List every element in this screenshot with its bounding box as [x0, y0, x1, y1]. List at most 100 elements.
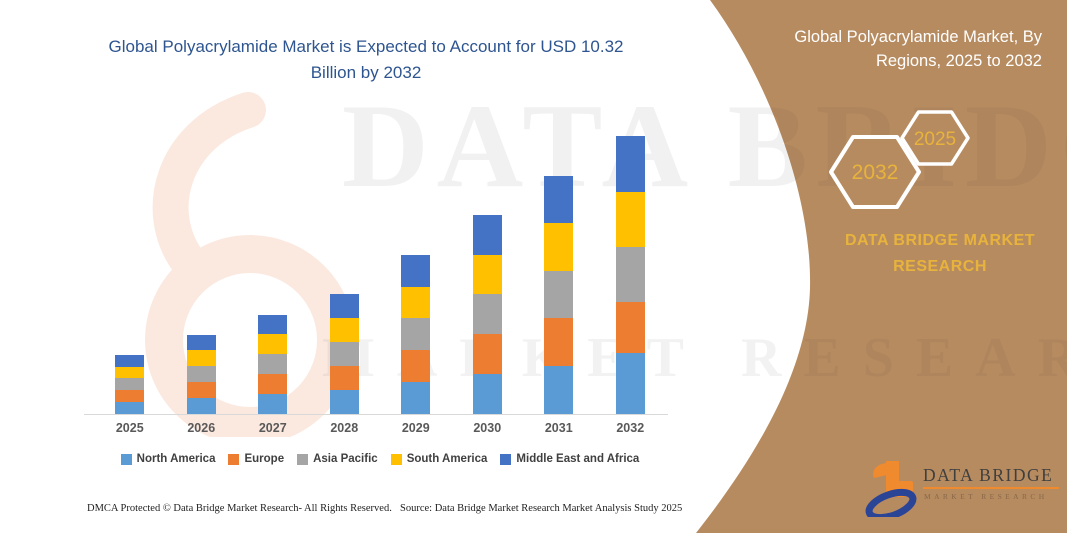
panel-brand-line1: DATA BRIDGE MARKET	[844, 232, 1036, 249]
footer-source-text: Source: Data Bridge Market Research Mark…	[400, 503, 683, 514]
legend-swatch	[500, 453, 512, 465]
bar-segment	[186, 334, 216, 351]
bar-segment	[115, 366, 145, 379]
bar-segment	[401, 350, 431, 382]
bar-segment	[544, 223, 574, 271]
bar-segment	[401, 286, 431, 319]
logo-wordmark: DATA BRIDGE	[923, 465, 1054, 485]
hexagon-2025-outline	[900, 110, 970, 166]
x-axis-tick-label: 2031	[544, 421, 573, 435]
forecast-hexagons: 2032 2025	[829, 110, 970, 209]
bar-column-2028	[309, 120, 381, 414]
x-axis-tick-label: 2028	[330, 421, 359, 435]
footer-dmca-text: DMCA Protected © Data Bridge Market Rese…	[87, 503, 392, 514]
bar-segment	[258, 373, 288, 394]
watermark-text-row2: MARKET RESEARCH	[322, 327, 1067, 389]
bar-segment	[615, 136, 645, 192]
bar-column-2031	[523, 120, 595, 414]
hexagon-2032-year: 2032	[852, 161, 899, 184]
bar-segment	[329, 365, 359, 390]
bar-segment	[615, 191, 645, 248]
bar-segment	[258, 314, 288, 335]
legend-swatch	[228, 453, 240, 465]
bar-column-2026	[166, 120, 238, 414]
bar-column-2027	[237, 120, 309, 414]
bar-segment	[115, 378, 145, 391]
x-axis-tick-label: 2026	[187, 421, 216, 435]
legend-swatch	[297, 453, 309, 465]
legend-swatch	[120, 453, 132, 465]
bar-segment	[115, 401, 145, 414]
legend-label: Middle East and Africa	[516, 453, 640, 465]
bar-segment	[472, 215, 502, 255]
bar-segment	[329, 389, 359, 414]
legend-label: North America	[136, 453, 216, 465]
legend-label: South America	[406, 453, 488, 465]
panel-heading: Global Polyacrylamide Market, By Regions…	[794, 28, 1042, 70]
bar-segment	[401, 381, 431, 414]
stacked-bar-2026	[186, 334, 216, 414]
bar-segment	[258, 393, 288, 414]
bar-segment	[115, 354, 145, 367]
stacked-bar-2027	[258, 314, 288, 414]
x-axis-tick-label: 2030	[473, 421, 502, 435]
bar-segment	[472, 373, 502, 414]
data-bridge-logo-icon	[865, 461, 917, 517]
x-axis-tick-label: 2027	[258, 421, 287, 435]
stacked-bar-2030	[472, 215, 502, 414]
bar-column-2032	[595, 120, 667, 414]
bar-plot-area	[94, 120, 666, 414]
bar-column-2029	[380, 120, 452, 414]
legend-swatch	[390, 453, 402, 465]
bar-segment	[258, 354, 288, 374]
legend-item: Asia Pacific	[297, 453, 378, 465]
hexagon-2032-outline	[829, 135, 921, 209]
legend-label: Europe	[244, 453, 285, 465]
bar-segment	[329, 342, 359, 366]
logo-tagline: MARKET RESEARCH	[924, 492, 1048, 501]
bar-segment	[329, 318, 359, 343]
bar-segment	[329, 294, 359, 319]
legend-item: Europe	[228, 453, 284, 465]
logo-rule	[923, 487, 1059, 489]
panel-brand-text: DATA BRIDGE MARKET RESEARCH	[828, 228, 1052, 281]
chart-legend: North America Europe Asia Pacific South Ame…	[80, 453, 680, 465]
bar-segment	[544, 318, 574, 366]
bar-segment	[186, 350, 216, 367]
x-axis-labels: 2025 2026 2027 2028 2029 2030 2031 2032	[94, 421, 666, 435]
legend-item: Middle East and Africa	[500, 453, 639, 465]
bar-segment	[615, 247, 645, 303]
bar-segment	[472, 333, 502, 374]
stacked-bar-2025	[115, 354, 145, 414]
stacked-bar-2028	[329, 294, 359, 414]
bar-segment	[615, 302, 645, 353]
legend-item: North America	[120, 453, 216, 465]
bar-segment	[472, 294, 502, 334]
bar-segment	[544, 365, 574, 414]
panel-brand-line2: RESEARCH	[893, 258, 987, 276]
x-axis-line	[84, 414, 668, 415]
bar-segment	[186, 382, 216, 398]
bar-segment	[544, 176, 574, 224]
bar-segment	[615, 352, 645, 414]
x-axis-tick-label: 2025	[115, 421, 144, 435]
chart-title: Global Polyacrylamide Market is Expected…	[108, 37, 624, 82]
bar-segment	[186, 397, 216, 414]
bar-segment	[258, 334, 288, 355]
legend-label: Asia Pacific	[313, 453, 378, 465]
x-axis-tick-label: 2032	[616, 421, 645, 435]
hexagon-2025-year: 2025	[914, 129, 956, 150]
bar-column-2030	[452, 120, 524, 414]
bar-segment	[472, 254, 502, 295]
bar-segment	[401, 318, 431, 351]
stacked-bar-2029	[401, 255, 431, 414]
bar-segment	[401, 255, 431, 287]
bar-segment	[544, 270, 574, 319]
stacked-bar-2032	[615, 136, 645, 414]
stacked-bar-2031	[544, 176, 574, 414]
bar-segment	[115, 390, 145, 402]
legend-item: South America	[390, 453, 488, 465]
x-axis-tick-label: 2029	[401, 421, 430, 435]
